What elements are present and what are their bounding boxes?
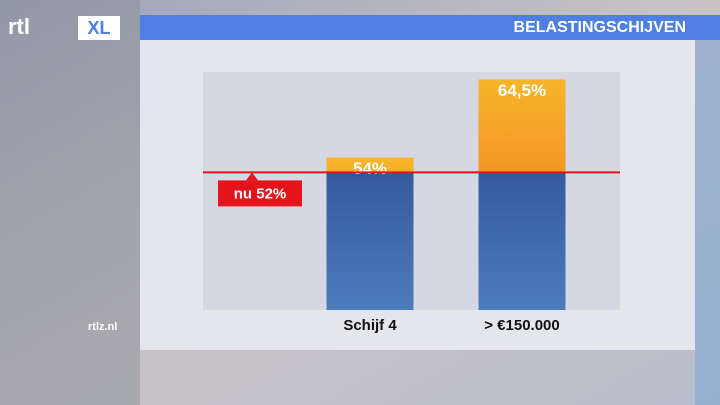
chart-title: BELASTINGSCHIJVEN — [514, 19, 686, 36]
bar-base — [326, 172, 414, 310]
title-bar — [140, 15, 720, 40]
x-tick-label: Schijf 4 — [343, 317, 397, 334]
reference-label-box — [218, 180, 302, 207]
x-tick-label: > €150.000 — [484, 317, 560, 334]
reference-label: nu 52% — [234, 185, 287, 202]
site-label: rtlz.nl — [88, 321, 117, 333]
reference-pointer — [246, 172, 258, 181]
value-label: 64,5% — [498, 81, 546, 100]
background-blur — [0, 0, 140, 405]
value-label: 54% — [353, 159, 387, 178]
logo-suffix: XL — [87, 18, 110, 38]
background-blur — [695, 40, 720, 405]
logo-box — [78, 16, 120, 40]
logo: rtl — [8, 14, 30, 39]
bar-base — [478, 172, 566, 310]
